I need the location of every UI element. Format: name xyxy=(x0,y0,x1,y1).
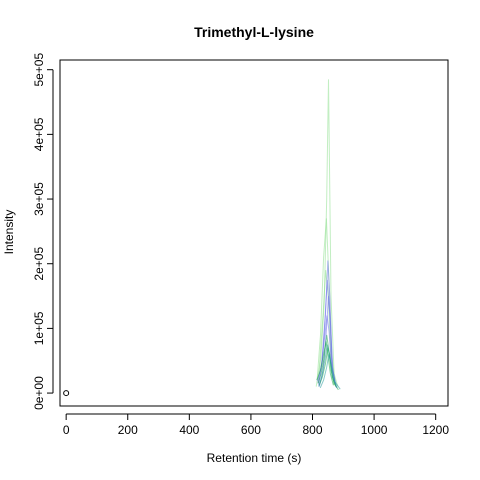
y-tick-label-5: 5e+05 xyxy=(32,53,46,87)
trace-layer xyxy=(315,79,341,391)
x-tick-label-800: 800 xyxy=(302,423,322,437)
y-tick-label-2: 2e+05 xyxy=(32,247,46,281)
y-tick-label-0: 0e+00 xyxy=(32,376,46,410)
y-axis-label: Intensity xyxy=(2,210,16,255)
x-tick-label-400: 400 xyxy=(179,423,199,437)
x-axis: 0 200 400 600 800 1000 1200 xyxy=(63,413,449,437)
trace-teal-1 xyxy=(318,344,338,389)
x-tick-label-200: 200 xyxy=(118,423,138,437)
x-tick-label-1200: 1200 xyxy=(422,423,449,437)
x-axis-label: Retention time (s) xyxy=(207,451,302,465)
data-point-1 xyxy=(63,390,70,397)
y-tick-label-4: 4e+05 xyxy=(32,117,46,151)
y-tick-label-1: 1e+05 xyxy=(32,311,46,345)
y-axis: 0e+00 1e+05 2e+05 3e+05 4e+05 5e+05 xyxy=(32,53,54,410)
plot-frame xyxy=(59,59,449,407)
x-tick-label-1000: 1000 xyxy=(361,423,388,437)
chart-title: Trimethyl-L-lysine xyxy=(194,24,314,40)
trace-green-3 xyxy=(316,341,334,386)
trace-light-green-1 xyxy=(317,79,339,387)
marker-layer xyxy=(63,390,70,397)
x-tick-label-600: 600 xyxy=(241,423,261,437)
trace-teal-2 xyxy=(319,354,341,390)
y-tick-label-3: 3e+05 xyxy=(32,182,46,216)
x-tick-label-0: 0 xyxy=(63,423,70,437)
